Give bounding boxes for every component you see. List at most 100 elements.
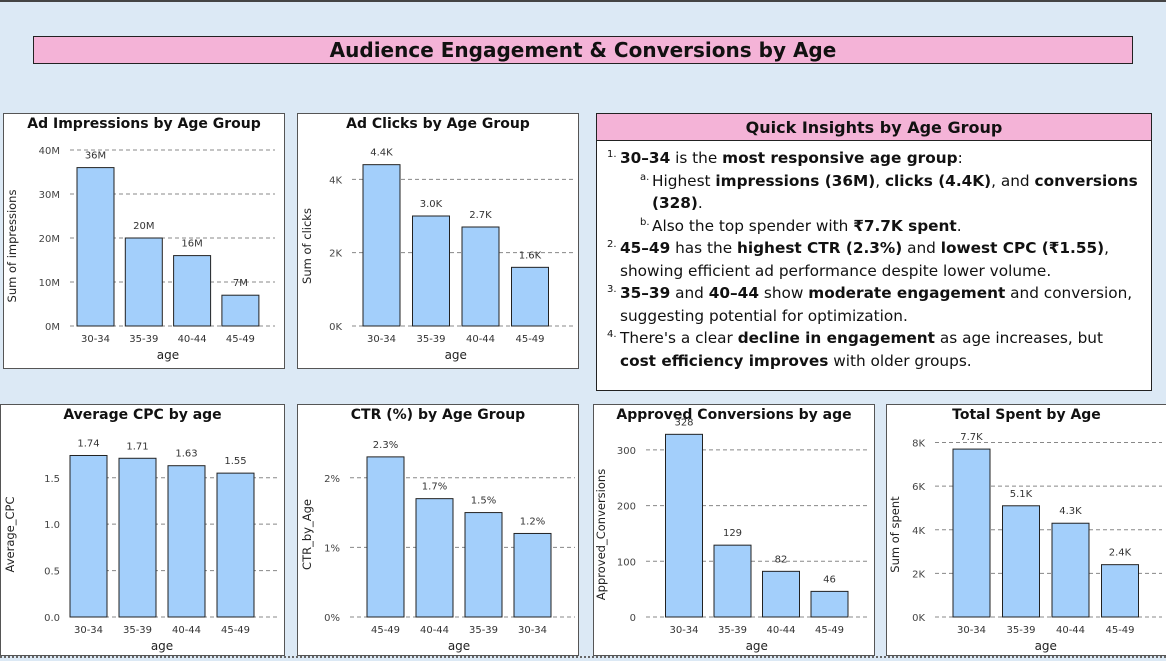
- x-tick-label: 45-49: [226, 334, 255, 345]
- bar-30-34[interactable]: [665, 433, 703, 618]
- bar-40-44[interactable]: [762, 570, 800, 618]
- chart-title: Approved Conversions by age: [616, 407, 852, 423]
- bar-chart-svg: 0K 2K 4K 6K 8K 7.7K 30-34 5.1K 35-39 4.3K 40-44 2.4…: [888, 432, 1162, 653]
- bar-35-39[interactable]: [124, 237, 163, 327]
- insight-highlight: clicks (4.4K): [884, 171, 992, 190]
- y-axis-title: Sum of clicks: [300, 208, 314, 284]
- bar-30-34[interactable]: [513, 532, 552, 618]
- x-tick-label: 45-49: [515, 334, 544, 345]
- y-tick-label: 0: [630, 613, 636, 624]
- list-number: 3.: [607, 284, 617, 295]
- y-tick-label: 0K: [329, 322, 342, 333]
- insight-highlight: cost efficiency improves: [620, 351, 829, 370]
- data-label: 1.55: [224, 456, 246, 467]
- insight-highlight: conversions (328): [652, 171, 1138, 213]
- y-tick-label: 2K: [912, 569, 925, 580]
- chart-ctr[interactable]: CTR (%) by Age Group 0% 1% 2% 2.3% 45-49 1.7%…: [297, 404, 579, 656]
- bar-45-49[interactable]: [1101, 564, 1139, 618]
- bar-chart-svg: 0.0 0.5 1.0 1.5 1.74 30-34 1.71 35-39 1.63 40-44 1…: [3, 438, 278, 653]
- data-label: 5.1K: [1010, 489, 1033, 500]
- insight-highlight: decline in engagement: [737, 329, 935, 347]
- x-tick-label: 40-44: [1056, 625, 1085, 636]
- bar-40-44[interactable]: [173, 255, 212, 327]
- data-label: 1.7%: [422, 482, 447, 493]
- insight-age: 30–34: [620, 149, 671, 167]
- list-letter: b.: [640, 216, 650, 228]
- insight-text: , showing efficient ad performance despi…: [620, 239, 1109, 280]
- chart-total-spent[interactable]: Total Spent by Age 0K 2K 4K 6K 8K 7.7K 30-34 5.…: [886, 404, 1166, 656]
- y-tick-label: 0M: [45, 322, 60, 333]
- bar-chart-svg: 0 100 200 300 328 30-34 129 35-39 82 40-44 46 45-49…: [594, 417, 870, 653]
- list-number: 1.: [607, 149, 617, 160]
- bar-40-44[interactable]: [167, 465, 206, 618]
- bar-30-34[interactable]: [69, 454, 108, 618]
- data-label: 1.63: [175, 449, 197, 460]
- insight-text: :: [957, 149, 963, 167]
- insight-text: , and: [991, 171, 1035, 190]
- bar-30-34[interactable]: [76, 167, 115, 327]
- list-number: 2.: [607, 239, 617, 250]
- bar-30-34[interactable]: [952, 448, 991, 618]
- insight-text: and conversion, suggesting potential for…: [620, 284, 1133, 325]
- y-tick-label: 1.5: [44, 474, 60, 485]
- data-label: 46: [823, 574, 836, 585]
- bar-45-49[interactable]: [366, 456, 405, 618]
- chart-title: Total Spent by Age: [952, 407, 1101, 423]
- data-label: 1.2%: [520, 516, 545, 527]
- top-border: [0, 0, 1166, 2]
- x-tick-label: 35-39: [123, 625, 152, 636]
- bar-35-39[interactable]: [118, 457, 157, 618]
- bar-40-44[interactable]: [1051, 522, 1090, 618]
- y-axis-title: Average_CPC: [3, 497, 17, 573]
- bar-45-49[interactable]: [810, 590, 849, 618]
- x-tick-label: 30-34: [957, 625, 986, 636]
- bar-45-49[interactable]: [511, 266, 549, 327]
- chart-ad-impressions[interactable]: Ad Impressions by Age Group 0M 10M 20M 30M 4…: [3, 113, 285, 369]
- x-tick-label: 45-49: [371, 625, 400, 636]
- insight-text: and: [670, 284, 709, 302]
- bar-35-39[interactable]: [464, 512, 503, 618]
- insight-text: There's a clear: [620, 329, 738, 347]
- bar-40-44[interactable]: [461, 226, 500, 327]
- insights-list: 1. 30–34 is the most responsive age grou…: [597, 141, 1151, 372]
- insight-item-4: 4. There's a clear decline in engagement…: [607, 327, 1141, 372]
- insight-subitem-b: b. Also the top spender with ₹7.7K spent…: [607, 215, 1141, 238]
- y-tick-label: 0.5: [44, 567, 60, 578]
- y-axis-title: CTR_by_Age: [300, 499, 314, 570]
- bar-35-39[interactable]: [713, 544, 752, 618]
- list-letter: a.: [640, 171, 650, 183]
- bar-30-34[interactable]: [362, 164, 401, 327]
- insight-item-1: 1. 30–34 is the most responsive age grou…: [607, 147, 1141, 170]
- y-axis-title: Approved_Conversions: [594, 469, 608, 600]
- insight-age: 40–44: [708, 284, 759, 302]
- chart-ad-clicks[interactable]: Ad Clicks by Age Group 0K 2K 4K 4.4K 30-34 3.…: [297, 113, 579, 369]
- chart-title: Ad Clicks by Age Group: [346, 116, 530, 132]
- data-label: 129: [723, 528, 742, 539]
- list-number: 4.: [607, 329, 617, 340]
- insight-text: Also the top spender with: [652, 216, 854, 235]
- y-tick-label: 4K: [912, 526, 925, 537]
- y-tick-label: 0K: [912, 613, 925, 624]
- bar-35-39[interactable]: [412, 215, 450, 327]
- x-tick-label: 35-39: [1006, 625, 1035, 636]
- bar-45-49[interactable]: [221, 294, 260, 327]
- x-tick-label: 40-44: [766, 625, 795, 636]
- bar-35-39[interactable]: [1002, 505, 1040, 618]
- chart-average-cpc[interactable]: Average CPC by age 0.0 0.5 1.0 1.5 1.74 30-34…: [0, 404, 285, 656]
- insight-text: and: [902, 239, 941, 257]
- bottom-border: [0, 656, 1166, 658]
- y-tick-label: 2K: [329, 249, 342, 260]
- insight-subitem-a: a. Highest impressions (36M), clicks (4.…: [607, 170, 1141, 215]
- y-tick-label: 1%: [324, 543, 340, 554]
- chart-approved-conversions[interactable]: Approved Conversions by age 0 100 200 300 32…: [593, 404, 875, 656]
- bar-40-44[interactable]: [415, 498, 454, 618]
- x-tick-label: 35-39: [469, 625, 498, 636]
- data-label: 1.71: [126, 441, 148, 452]
- y-tick-label: 300: [617, 446, 636, 457]
- y-tick-label: 4K: [329, 175, 342, 186]
- y-tick-label: 40M: [39, 146, 60, 157]
- bar-45-49[interactable]: [216, 472, 255, 618]
- insight-text: Highest: [652, 171, 716, 190]
- data-label: 36M: [85, 151, 106, 162]
- insight-highlight: ₹7.7K spent: [853, 216, 957, 235]
